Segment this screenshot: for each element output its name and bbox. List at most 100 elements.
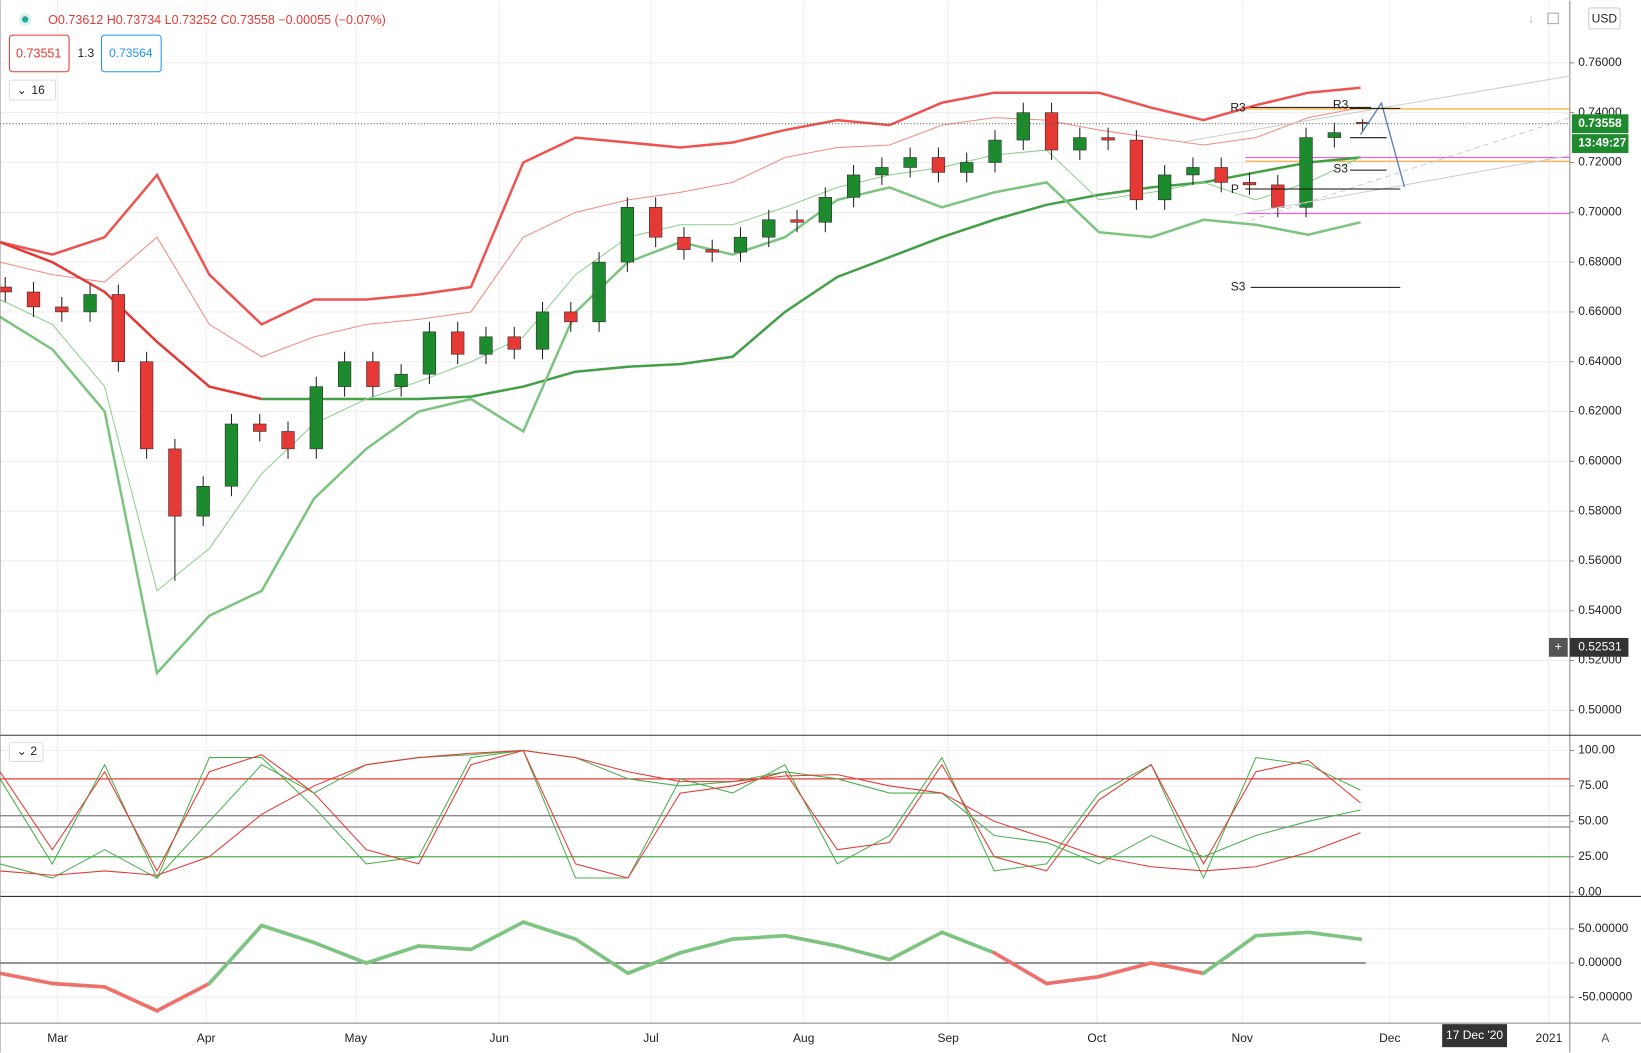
indicator-line	[0, 749, 1361, 876]
auto-scale[interactable]: A	[1601, 1031, 1609, 1045]
x-tick-label: May	[344, 1031, 367, 1045]
x-tick-label: Mar	[47, 1031, 68, 1045]
candle-body	[1101, 137, 1115, 141]
y-tick-label: 0.50000	[1578, 703, 1622, 717]
x-tick-label: Sep	[937, 1031, 959, 1045]
candle-body	[875, 167, 889, 176]
candle-body	[592, 261, 606, 323]
candle-body	[733, 236, 748, 253]
download-icon[interactable]: ↓	[1528, 12, 1534, 26]
candle-body	[620, 207, 634, 263]
spread: 1.3	[77, 46, 94, 60]
candle-body	[111, 294, 125, 362]
candle-body	[1242, 182, 1257, 186]
y-tick-label: 0.56000	[1578, 553, 1622, 567]
currency-box[interactable]	[1588, 7, 1621, 30]
plot	[0, 86, 1570, 1013]
oscillator-segment	[887, 930, 944, 962]
x-tick-label: Nov	[1232, 1031, 1253, 1045]
maximize-icon[interactable]	[1547, 12, 1559, 25]
oscillator-segment	[940, 930, 997, 955]
candle-body	[83, 294, 97, 313]
y-tick-label: 50.00000	[1578, 921, 1628, 935]
y-tick-label: 25.00	[1578, 849, 1608, 863]
candle-body	[196, 485, 210, 517]
oscillator-segment	[835, 944, 892, 962]
buy-button[interactable]	[100, 34, 162, 73]
status-dot	[21, 16, 29, 23]
candle-body	[168, 448, 182, 517]
oscillator-segment	[207, 923, 264, 986]
oscillator-segment	[469, 920, 526, 952]
chevron: ⌄	[17, 744, 27, 758]
indicator-count: 16	[31, 83, 45, 97]
x-tick-label: Oct	[1087, 1031, 1106, 1045]
pivot-label: P	[1231, 182, 1239, 196]
candle-body	[846, 174, 861, 198]
pivot-label: R3	[1333, 97, 1349, 111]
oscillator-segment	[416, 944, 473, 952]
oscillator-segment	[0, 971, 55, 986]
oscillator-segment	[992, 950, 1049, 986]
indicator-toggle[interactable]	[8, 79, 56, 101]
candle-body	[281, 431, 295, 450]
candle-body	[535, 311, 550, 350]
pivot-label: S3	[1333, 161, 1348, 175]
date-cursor-box	[1442, 1024, 1508, 1048]
oscillator-segment	[102, 985, 159, 1013]
crosshair-plus: +	[1555, 640, 1562, 654]
candle-body	[394, 373, 408, 387]
oscillator-segment	[783, 933, 840, 948]
countdown: 13:49:27	[1578, 136, 1626, 150]
buy-price: 0.73564	[109, 46, 153, 60]
oscillator-segment	[1306, 930, 1363, 941]
x-tick-label: 2021	[1536, 1031, 1563, 1045]
trend-line	[1234, 154, 1570, 216]
y-tick-label: 100.00	[1578, 743, 1615, 757]
candle-body	[818, 197, 832, 223]
indicator-line	[0, 86, 1361, 326]
indicator-line	[0, 240, 262, 401]
y-tick-label: 0.58000	[1578, 503, 1622, 517]
candle-body	[422, 331, 437, 375]
candle-body	[337, 361, 352, 387]
y-tick-label: 0.76000	[1578, 55, 1622, 69]
sell-price: 0.73551	[16, 46, 61, 60]
candle-body	[1158, 174, 1172, 201]
candle-body	[903, 157, 917, 168]
y-tick-label: -50.00000	[1578, 989, 1632, 1003]
ohlc-legend: O0.73612 H0.73734 L0.73252 C0.73558 −0.0…	[48, 13, 386, 27]
oscillator-segment	[1254, 930, 1311, 938]
candle-body	[988, 139, 1002, 163]
y-tick-label: 75.00	[1578, 778, 1608, 792]
oscillator-segment	[259, 923, 316, 945]
candle-body	[705, 249, 719, 253]
y-tick-label: 0.54000	[1578, 603, 1622, 617]
chevron: ⌄	[17, 83, 27, 97]
oscillator-segment	[1149, 961, 1206, 976]
candle-body	[140, 361, 154, 450]
candle-body	[1129, 139, 1144, 201]
candle-body	[1327, 132, 1341, 138]
y-tick-label: 0.70000	[1578, 204, 1622, 218]
candle-body	[0, 286, 12, 293]
last-price-tag	[1571, 114, 1629, 134]
indicator-toggle[interactable]	[8, 742, 44, 762]
candle-body	[649, 207, 663, 238]
candle-body	[253, 423, 267, 432]
sub-indicator-count: 2	[30, 744, 37, 758]
indicator-line	[0, 749, 1361, 879]
candle-body	[790, 219, 804, 223]
indicator-line	[0, 749, 1361, 880]
y-tick-label: 50.00	[1578, 814, 1608, 828]
indicator-line	[261, 156, 1361, 401]
drawings	[1182, 75, 1570, 288]
candle-body	[507, 336, 521, 350]
candle-body	[1299, 137, 1313, 208]
pivot-label: S3	[1231, 280, 1246, 294]
x-tick-label: Dec	[1379, 1031, 1400, 1045]
sell-button[interactable]	[8, 34, 70, 73]
oscillator-segment	[50, 981, 107, 989]
